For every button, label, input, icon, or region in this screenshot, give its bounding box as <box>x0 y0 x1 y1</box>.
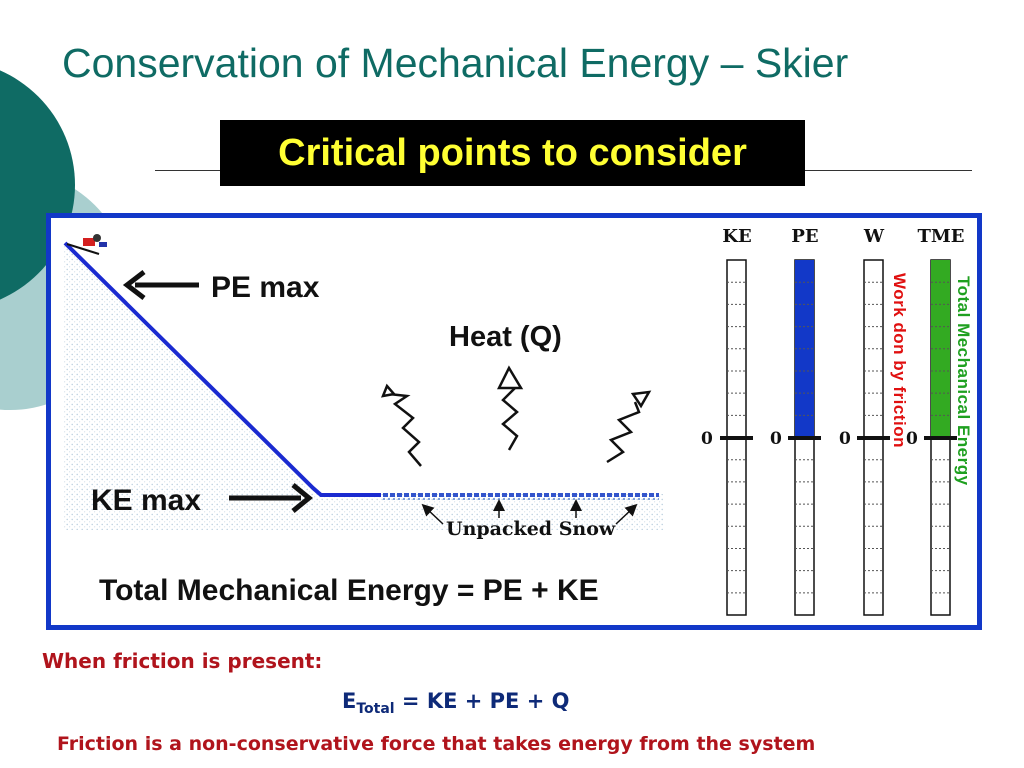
skier-diagram-graphics <box>63 234 957 616</box>
friction-statement: Friction is a non-conservative force tha… <box>57 733 816 755</box>
snow-hill <box>63 243 663 530</box>
ski-slope-line <box>63 241 381 497</box>
skier-icon <box>66 234 107 255</box>
friction-present-heading: When friction is present: <box>42 649 323 673</box>
snow-pointer-arrows <box>421 499 638 525</box>
title-rule-right <box>805 170 972 171</box>
ke-energy-bar <box>720 259 753 616</box>
ke-max-arrow <box>229 483 313 513</box>
total-mechanical-energy-label: Total Mechanical Energy <box>954 276 973 486</box>
unpacked-snow-label: Unpacked Snow <box>446 518 616 540</box>
formula-subscript: Total <box>356 701 395 718</box>
tme-zero-label: 0 <box>906 429 918 449</box>
pe-bar-label: PE <box>791 226 819 247</box>
formula-rest: = KE + PE + Q <box>394 689 570 713</box>
title-rule-left <box>155 170 221 171</box>
energy-bar-charts <box>720 259 957 616</box>
critical-points-banner: Critical points to consider <box>220 120 805 186</box>
heat-label: Heat (Q) <box>449 321 562 353</box>
tme-bar-label: TME <box>917 226 965 247</box>
heat-arrow-left <box>381 383 422 467</box>
total-mechanical-energy-equation: Total Mechanical Energy = PE + KE <box>99 574 599 607</box>
skier-diagram-panel: PE max Heat (Q) KE max Unpacked Snow Tot… <box>46 213 982 630</box>
energy-total-formula: ETotal = KE + PE + Q <box>342 689 570 718</box>
heat-arrow-right <box>606 390 652 464</box>
tme-energy-bar <box>924 259 957 616</box>
slide-title: Conservation of Mechanical Energy – Skie… <box>62 40 849 86</box>
w-energy-bar <box>857 259 890 616</box>
pe-energy-bar <box>788 259 821 616</box>
w-bar-label: W <box>863 226 885 247</box>
pe-max-arrow <box>122 270 199 300</box>
ke-zero-label: 0 <box>701 429 713 449</box>
pe-zero-label: 0 <box>770 429 782 449</box>
ke-bar-label: KE <box>722 226 752 247</box>
heat-arrow-center <box>496 365 524 451</box>
w-zero-label: 0 <box>839 429 851 449</box>
pe-max-label: PE max <box>211 271 320 304</box>
ke-max-label: KE max <box>91 484 202 517</box>
work-by-friction-label: Work don by friction <box>890 273 909 448</box>
